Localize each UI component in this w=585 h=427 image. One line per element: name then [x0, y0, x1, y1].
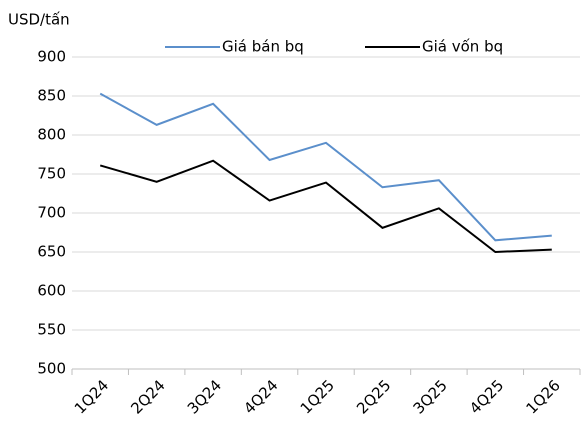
- line-series: [99, 92, 552, 242]
- y-tick-label: 750: [37, 165, 66, 183]
- y-tick-label: 550: [37, 321, 66, 339]
- y-tick-label: 850: [37, 87, 66, 105]
- x-tick-label: 1Q26: [522, 376, 563, 417]
- x-tick-label: 4Q25: [466, 376, 507, 417]
- x-tick-label: 3Q24: [184, 376, 225, 417]
- y-tick-label: 500: [37, 360, 66, 378]
- y-tick-label: 900: [37, 48, 66, 66]
- x-tick-label: 4Q24: [240, 376, 281, 417]
- x-tick-label: 2Q24: [127, 376, 168, 417]
- x-tick-label: 1Q25: [297, 376, 338, 417]
- y-tick-label: 650: [37, 243, 66, 261]
- y-tick-label: 700: [37, 204, 66, 222]
- legend-label: Giá vốn bq: [422, 38, 503, 56]
- x-tick-label: 2Q25: [353, 376, 394, 417]
- x-tick-label: 3Q25: [410, 376, 451, 417]
- line-series: [99, 159, 552, 254]
- y-axis-label: USD/tấn: [8, 11, 70, 29]
- legend-label: Giá bán bq: [222, 38, 304, 56]
- y-tick-label: 800: [37, 126, 66, 144]
- x-tick-label: 1Q24: [71, 376, 112, 417]
- y-tick-label: 600: [37, 282, 66, 300]
